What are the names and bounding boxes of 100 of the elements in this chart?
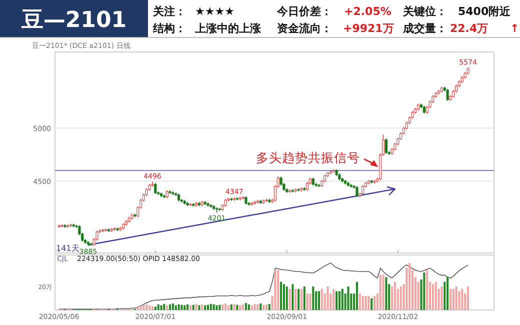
bar — [192, 304, 194, 310]
bar — [394, 282, 396, 310]
bar — [148, 305, 151, 310]
bar — [201, 304, 204, 310]
bar — [216, 305, 218, 310]
text: 关键位： — [402, 5, 447, 18]
bar — [282, 284, 285, 310]
bar — [385, 277, 388, 310]
bar — [300, 288, 302, 310]
bar — [250, 305, 253, 310]
bar — [157, 304, 160, 310]
text: +2.05% — [344, 5, 392, 18]
bar — [154, 306, 156, 310]
bar — [180, 304, 183, 310]
bar — [204, 305, 206, 310]
bar — [206, 304, 209, 310]
bar — [338, 291, 340, 310]
bar — [198, 305, 200, 310]
bar — [166, 305, 168, 310]
bar — [186, 304, 189, 310]
bar — [286, 286, 288, 310]
bar — [320, 288, 323, 310]
bar — [336, 291, 338, 310]
bar — [408, 263, 411, 310]
bar — [280, 282, 282, 310]
bar — [189, 305, 192, 310]
bar — [400, 286, 402, 310]
bar — [364, 296, 367, 310]
bar — [312, 286, 314, 310]
bar — [248, 304, 250, 310]
bar — [370, 298, 373, 310]
text: +9921万 — [343, 22, 394, 35]
bar — [260, 303, 262, 310]
bar — [467, 286, 469, 310]
bar — [362, 296, 364, 310]
bar — [449, 288, 452, 310]
bar — [268, 304, 270, 310]
bar — [423, 272, 426, 310]
bar — [172, 303, 174, 310]
bar — [174, 305, 177, 310]
text: 今日价差： — [276, 5, 332, 18]
bar — [256, 304, 259, 310]
bar — [136, 307, 139, 310]
bar — [446, 277, 449, 310]
bar — [212, 304, 215, 310]
bar — [274, 270, 276, 310]
annotation: 多头趋势共振信号 — [256, 150, 360, 165]
bar — [265, 304, 268, 310]
text: 上涨中的上涨 — [194, 22, 262, 35]
text: ★★★★ — [195, 5, 235, 18]
bar — [288, 288, 291, 310]
bar — [432, 284, 434, 310]
bar — [292, 284, 294, 310]
bar — [195, 304, 198, 310]
bar — [374, 296, 376, 310]
bar — [358, 294, 361, 310]
bar — [382, 274, 384, 310]
bar — [294, 288, 297, 310]
bar — [184, 305, 186, 310]
bar — [426, 270, 428, 310]
bar — [222, 304, 224, 310]
bar — [262, 304, 264, 310]
bar — [242, 304, 244, 310]
bar — [254, 304, 256, 310]
bar — [160, 305, 162, 310]
bar — [163, 304, 166, 310]
bar — [142, 305, 145, 310]
bar — [233, 304, 236, 310]
text: 结构： — [152, 22, 186, 35]
text: 成交量： — [402, 22, 447, 35]
text: 22.4万 — [450, 22, 488, 35]
bar — [356, 282, 358, 310]
bar — [341, 288, 344, 310]
bar — [227, 305, 230, 310]
bar — [461, 288, 464, 310]
text: ↑ — [510, 22, 520, 35]
bar — [239, 305, 242, 310]
bar — [326, 286, 329, 310]
bar — [236, 304, 238, 310]
bar — [379, 274, 382, 310]
bar — [306, 294, 308, 310]
bar — [318, 291, 320, 310]
bar — [309, 294, 312, 310]
bar — [455, 286, 458, 310]
bar — [178, 304, 180, 310]
bar — [140, 306, 142, 310]
text: 关注： — [152, 5, 186, 18]
bar — [210, 304, 212, 310]
bar — [244, 302, 247, 310]
bar — [218, 304, 221, 310]
bar — [277, 270, 280, 310]
bar — [452, 288, 454, 310]
text: 资金流向： — [277, 22, 332, 35]
bar — [332, 288, 335, 310]
bar — [440, 286, 443, 310]
bar — [146, 304, 148, 310]
text: 豆—2101 — [20, 8, 127, 33]
bar — [434, 282, 437, 310]
bar — [230, 304, 232, 310]
bar — [169, 304, 172, 310]
